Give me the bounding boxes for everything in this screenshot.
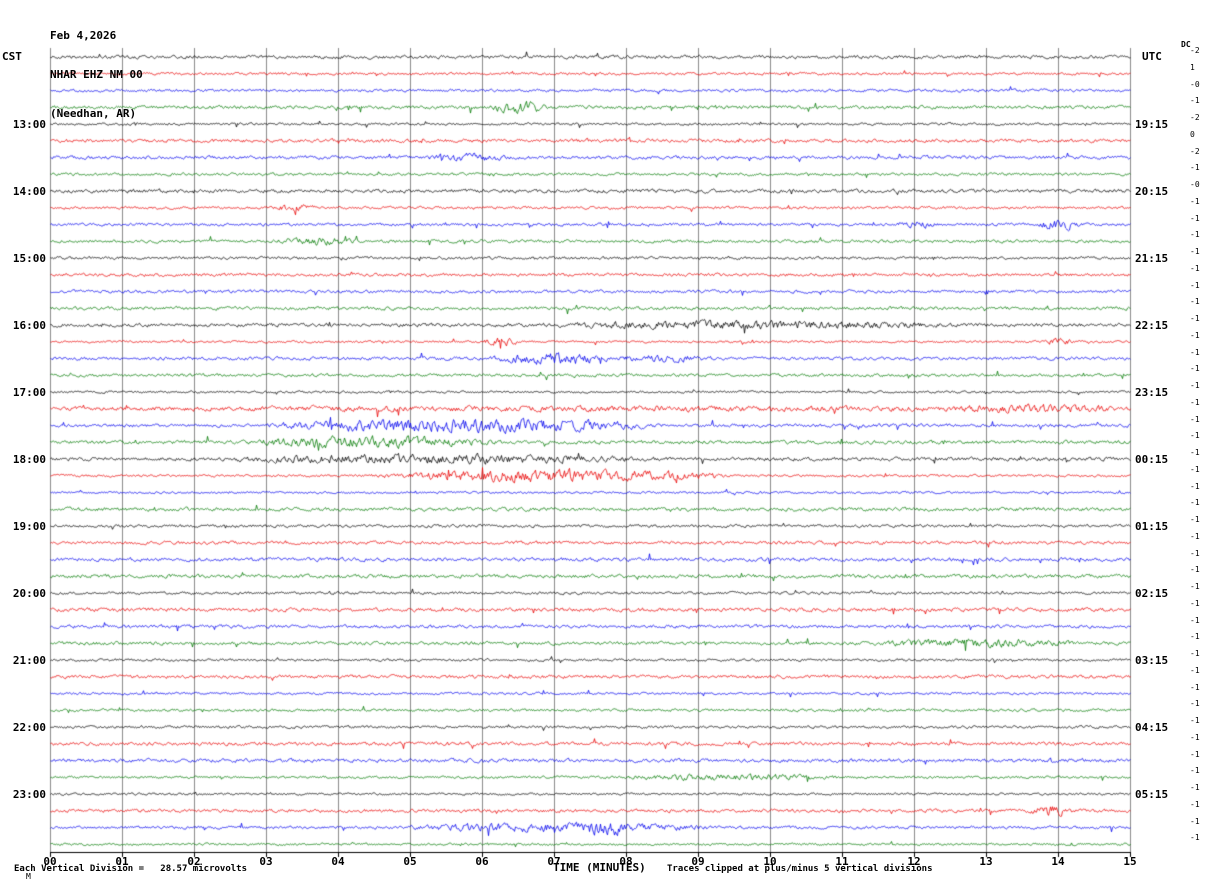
utc-hour-label: 22:15: [1135, 319, 1169, 332]
header-station: NHAR EHZ NM 00: [50, 68, 143, 81]
x-tick-label: 14: [1051, 855, 1065, 868]
plot-header: Feb 4,2026 NHAR EHZ NM 00 (Needhan, AR): [50, 3, 143, 146]
utc-hour-label: 00:15: [1135, 453, 1169, 466]
dc-offset-value: -1: [1190, 632, 1200, 642]
utc-hour-label: 20:15: [1135, 185, 1169, 198]
dc-offset-value: -1: [1190, 498, 1200, 508]
dc-offset-value: -1: [1190, 665, 1200, 675]
dc-offset-value: -2: [1190, 113, 1200, 122]
dc-offset-value: -1: [1190, 766, 1200, 776]
cst-hour-label: 13:00: [12, 118, 46, 131]
dc-offset-value: -1: [1190, 196, 1200, 206]
dc-offset-value: -1: [1190, 833, 1200, 843]
dc-offset-value: -1: [1190, 364, 1200, 374]
utc-hour-label: 05:15: [1135, 788, 1169, 801]
dc-offset-value: -1: [1190, 816, 1200, 826]
scale-note: Each Vertical Division = 28.57 microvolt…: [14, 864, 247, 874]
cst-hour-label: 15:00: [12, 252, 46, 265]
utc-hour-label: 04:15: [1135, 721, 1169, 734]
x-axis-title: TIME (MINUTES): [553, 861, 646, 874]
dc-offset-value: -1: [1190, 96, 1200, 106]
x-tick-label: 08: [619, 855, 633, 868]
dc-offset-value: 0: [1190, 129, 1195, 139]
dc-offset-value: -1: [1190, 699, 1200, 709]
cst-hour-label: 21:00: [12, 654, 46, 667]
dc-offset-value: -1: [1190, 548, 1200, 558]
cst-hour-label: 23:00: [12, 788, 46, 801]
utc-hour-label: 23:15: [1135, 386, 1169, 399]
dc-offset-value: 1: [1190, 62, 1195, 72]
dc-offset-value: -2: [1190, 146, 1200, 156]
dc-offset-value: -1: [1190, 565, 1200, 575]
cst-hour-label: 18:00: [12, 453, 46, 466]
dc-offset-value: -1: [1190, 799, 1200, 809]
x-tick-label: 11: [835, 855, 849, 868]
dc-offset-value: -1: [1190, 213, 1200, 223]
dc-offset-value: -1: [1190, 314, 1200, 323]
dc-offset-value: -1: [1190, 397, 1200, 407]
utc-hour-label: 19:15: [1135, 118, 1169, 131]
cst-hour-label: 17:00: [12, 386, 46, 399]
x-tick-label: 02: [187, 855, 201, 868]
dc-offset-value: -1: [1190, 280, 1200, 290]
dc-offset-value: -1: [1190, 347, 1200, 357]
right-timezone-label: UTC: [1142, 50, 1162, 63]
header-date: Feb 4,2026: [50, 29, 117, 42]
dc-offset-value: -1: [1190, 414, 1200, 424]
dc-offset-value: -1: [1190, 464, 1200, 474]
dc-offset-label: DC: [1181, 40, 1191, 49]
dc-offset-value: -1: [1190, 431, 1200, 441]
utc-hour-label: 03:15: [1135, 654, 1169, 667]
corner-mark: M: [26, 872, 31, 881]
x-tick-label: 06: [475, 855, 489, 868]
x-tick-label: 04: [331, 855, 345, 868]
dc-offset-value: -1: [1190, 448, 1200, 457]
dc-offset-value: -0: [1190, 79, 1200, 89]
dc-offset-value: -1: [1190, 598, 1200, 608]
dc-offset-value: -1: [1190, 263, 1200, 273]
x-tick-label: 00: [43, 855, 57, 868]
dc-offset-value: -1: [1190, 749, 1200, 759]
dc-offset-value: -1: [1190, 515, 1200, 524]
dc-offset-value: -1: [1190, 230, 1200, 240]
dc-offset-value: -1: [1190, 481, 1200, 491]
x-tick-label: 15: [1123, 855, 1137, 868]
x-tick-label: 12: [907, 855, 921, 868]
dc-offset-value: -1: [1190, 381, 1200, 390]
cst-hour-label: 14:00: [12, 185, 46, 198]
cst-hour-label: 19:00: [12, 520, 46, 533]
dc-offset-value: -1: [1190, 582, 1200, 591]
x-tick-label: 09: [691, 855, 705, 868]
header-location: (Needhan, AR): [50, 107, 137, 120]
x-tick-label: 07: [547, 855, 561, 868]
dc-offset-value: -1: [1190, 531, 1200, 541]
dc-offset-value: -1: [1190, 163, 1200, 173]
clip-note: Traces clipped at plus/minus 5 vertical …: [667, 864, 933, 874]
cst-hour-label: 20:00: [12, 587, 46, 600]
dc-offset-value: -1: [1190, 297, 1200, 307]
utc-hour-label: 21:15: [1135, 252, 1169, 265]
utc-hour-label: 01:15: [1135, 520, 1169, 533]
cst-hour-label: 16:00: [12, 319, 46, 332]
dc-offset-value: -1: [1190, 716, 1200, 725]
dc-offset-value: -2: [1190, 46, 1200, 55]
cst-hour-label: 22:00: [12, 721, 46, 734]
x-tick-label: 05: [403, 855, 417, 868]
x-tick-label: 03: [259, 855, 273, 868]
utc-hour-label: 02:15: [1135, 587, 1169, 600]
x-tick-label: 10: [763, 855, 777, 868]
x-tick-label: 01: [115, 855, 129, 868]
x-tick-label: 13: [979, 855, 993, 868]
left-timezone-label: CST: [2, 50, 22, 63]
dc-offset-value: -1: [1190, 783, 1200, 792]
dc-offset-value: -1: [1190, 247, 1200, 256]
dc-offset-value: -1: [1190, 649, 1200, 658]
dc-offset-value: -1: [1190, 682, 1200, 692]
dc-offset-value: -1: [1190, 615, 1200, 625]
dc-offset-value: -1: [1190, 732, 1200, 742]
dc-offset-value: -1: [1190, 330, 1200, 340]
dc-offset-value: -0: [1190, 180, 1200, 189]
